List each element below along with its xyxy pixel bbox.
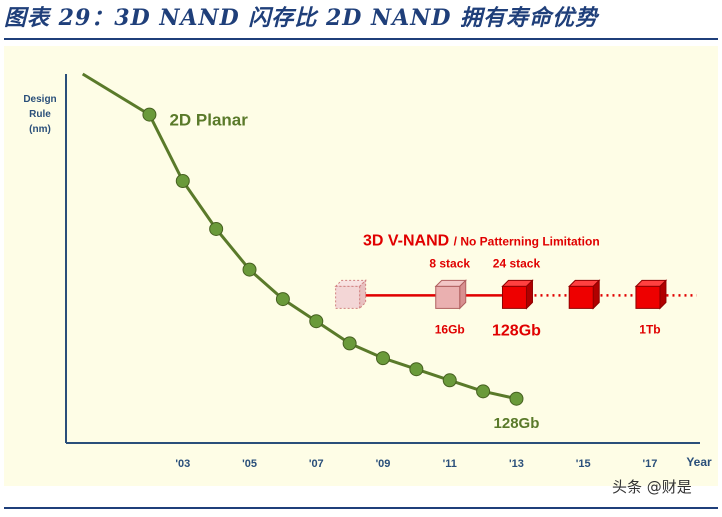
x-tick-label: '11 <box>443 458 457 470</box>
vnand-capacity-label: 128Gb <box>492 322 541 339</box>
y-axis-label: (nm) <box>29 124 51 135</box>
data-point-2d-planar <box>376 351 390 366</box>
data-point-2d-planar <box>309 314 324 329</box>
vnand-capacity-label: 1Tb <box>639 322 660 336</box>
vnand-cube-side <box>359 279 367 310</box>
vnand-sublabel: / No Patterning Limitation <box>454 235 600 249</box>
bottom-divider <box>4 507 718 509</box>
series-end-label: 128Gb <box>494 415 540 432</box>
vnand-label-main: 3D V-NAND <box>363 233 454 250</box>
title-divider <box>4 38 718 40</box>
vnand-cube <box>568 285 594 309</box>
x-axis-label: Year <box>686 455 712 469</box>
x-tick-label: '17 <box>643 458 658 470</box>
vnand-cube <box>335 285 361 309</box>
figure-title: 图表 29：3D NAND 闪存比 2D NAND 拥有寿命优势 <box>4 5 599 31</box>
watermark: 头条 @财是 <box>612 478 692 496</box>
data-point-2d-planar <box>342 336 357 351</box>
x-tick-label: '09 <box>376 458 391 470</box>
data-point-2d-planar <box>275 292 290 307</box>
data-point-2d-planar <box>476 384 491 399</box>
data-point-2d-planar <box>175 174 190 189</box>
data-point-2d-planar <box>209 221 224 236</box>
vnand-cube <box>435 285 461 309</box>
series-label-2d-planar: 2D Planar <box>169 111 248 130</box>
x-tick-label: '05 <box>242 458 257 470</box>
data-point-2d-planar <box>409 362 424 377</box>
x-tick-label: '07 <box>309 458 324 470</box>
y-axis-label: Design <box>23 94 56 105</box>
y-axis-label: Rule <box>29 109 51 120</box>
vnand-label: 3D V-NAND / No Patterning Limitation <box>363 233 600 250</box>
vnand-capacity-label: 16Gb <box>435 322 465 336</box>
data-point-2d-planar <box>442 373 457 388</box>
x-tick-label: '03 <box>175 458 190 470</box>
vnand-stack-label: 8 stack <box>429 256 470 270</box>
vnand-stack-label: 24 stack <box>493 256 541 270</box>
data-point-2d-planar <box>509 391 524 406</box>
vnand-cube <box>501 285 527 309</box>
data-point-2d-planar <box>142 107 157 122</box>
x-tick-label: '13 <box>509 458 524 470</box>
data-point-2d-planar <box>242 262 257 277</box>
x-tick-label: '15 <box>576 458 591 470</box>
chart-panel <box>4 46 718 486</box>
vnand-cube <box>635 285 661 309</box>
